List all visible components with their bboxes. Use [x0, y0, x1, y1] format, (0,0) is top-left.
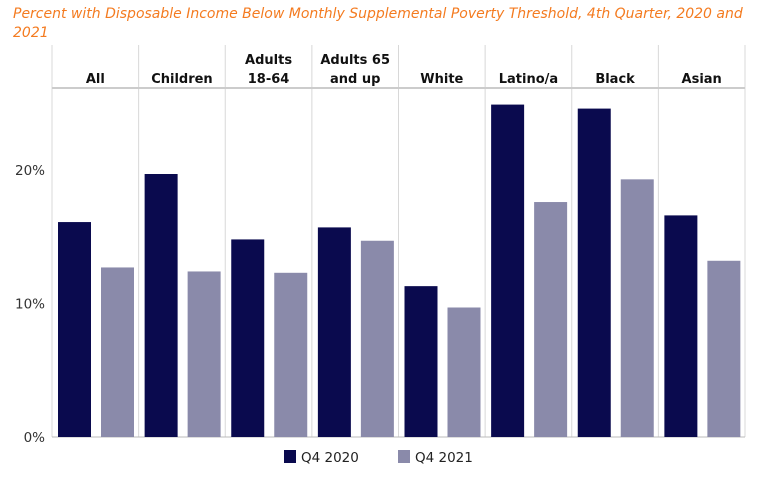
- y-tick-label: 0%: [24, 430, 46, 446]
- category-label: Latino/a: [499, 72, 558, 87]
- bar-q4-2020: [491, 104, 525, 438]
- bar-q4-2020: [664, 215, 698, 437]
- bar-q4-2021: [707, 260, 741, 437]
- category-label: and up: [330, 72, 380, 87]
- category-label: Adults 65: [320, 53, 390, 68]
- legend-swatch: [284, 450, 296, 463]
- bar-q4-2021: [360, 240, 394, 437]
- bar-q4-2021: [101, 267, 134, 437]
- category-label: Black: [595, 72, 635, 87]
- chart-subtitle: Percent with Disposable Income Below Mon…: [13, 6, 743, 41]
- category-label: Children: [151, 72, 213, 87]
- category-label: All: [86, 72, 105, 87]
- legend-label: Q4 2020: [301, 450, 359, 466]
- category-label: 18-64: [248, 72, 290, 87]
- bar-q4-2020: [317, 227, 351, 437]
- legend-swatch: [398, 450, 410, 463]
- bar-q4-2020: [58, 222, 91, 437]
- bar-q4-2020: [404, 286, 438, 437]
- bar-q4-2021: [187, 271, 221, 437]
- bar-q4-2021: [534, 202, 568, 437]
- bar-q4-2020: [231, 239, 265, 437]
- category-label: White: [420, 72, 463, 87]
- bar-q4-2021: [620, 179, 654, 437]
- category-label: Adults: [245, 53, 292, 68]
- legend-label: Q4 2021: [415, 450, 473, 466]
- bar-q4-2021: [447, 307, 481, 437]
- y-tick-label: 10%: [15, 297, 45, 313]
- category-label: Asian: [682, 72, 722, 87]
- bar-q4-2020: [577, 108, 611, 437]
- y-tick-label: 20%: [15, 163, 45, 179]
- bar-q4-2021: [274, 272, 308, 437]
- bar-q4-2020: [144, 174, 178, 437]
